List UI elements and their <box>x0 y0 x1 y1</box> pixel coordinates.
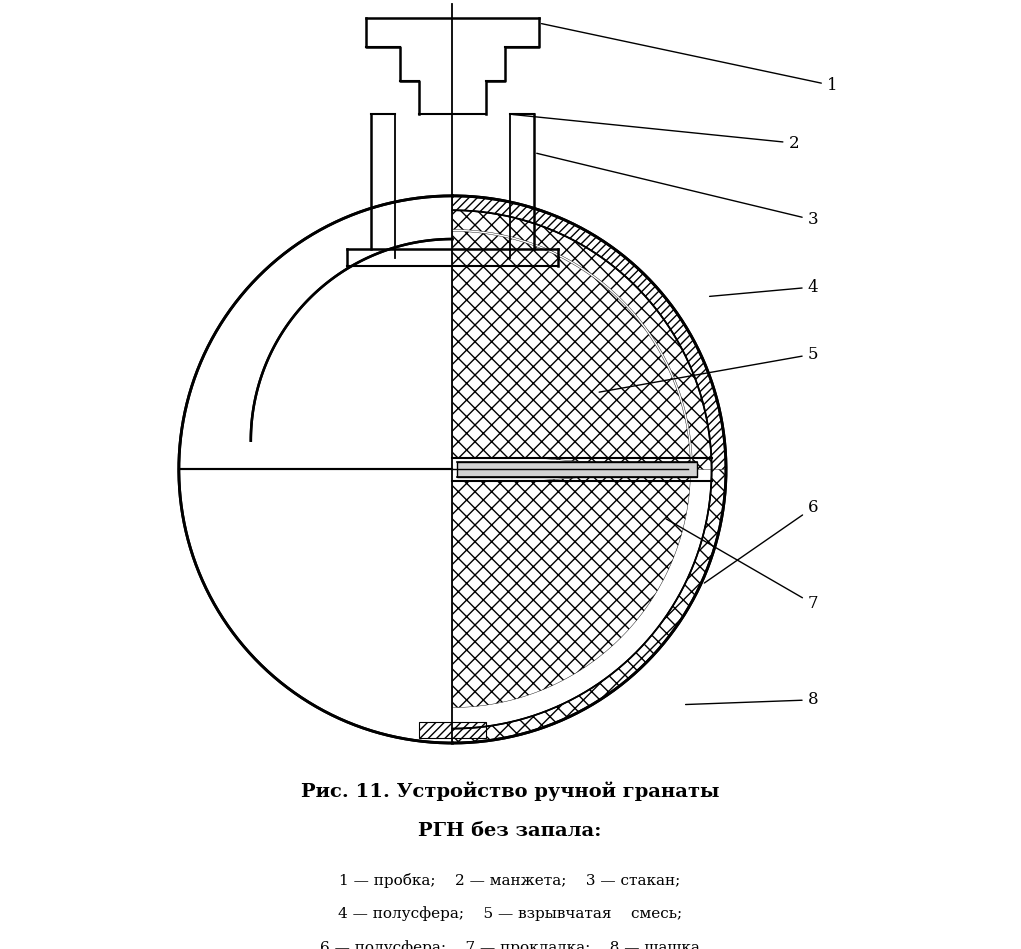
Text: 5: 5 <box>599 345 818 392</box>
Text: 8: 8 <box>685 691 818 708</box>
PathPatch shape <box>452 211 712 470</box>
Text: 1: 1 <box>541 24 837 94</box>
PathPatch shape <box>419 722 486 738</box>
PathPatch shape <box>452 470 726 743</box>
Text: РГН без запала:: РГН без запала: <box>419 822 601 840</box>
Text: 4: 4 <box>710 279 818 296</box>
PathPatch shape <box>452 470 690 708</box>
Text: 2: 2 <box>513 115 799 152</box>
Text: 4 — полусфера;    5 — взрывчатая    смесь;: 4 — полусфера; 5 — взрывчатая смесь; <box>338 906 682 921</box>
Text: 6: 6 <box>704 499 818 583</box>
Text: 1 — пробка;    2 — манжета;    3 — стакан;: 1 — пробка; 2 — манжета; 3 — стакан; <box>339 873 681 887</box>
Text: 3: 3 <box>537 154 818 229</box>
Bar <box>457 462 697 477</box>
PathPatch shape <box>452 232 690 470</box>
Text: 7: 7 <box>666 519 818 612</box>
Text: 6 — полусфера;    7 — прокладка;    8 — шашка: 6 — полусфера; 7 — прокладка; 8 — шашка <box>320 940 700 949</box>
PathPatch shape <box>452 195 726 743</box>
Text: Рис. 11. Устройство ручной гранаты: Рис. 11. Устройство ручной гранаты <box>301 781 719 801</box>
